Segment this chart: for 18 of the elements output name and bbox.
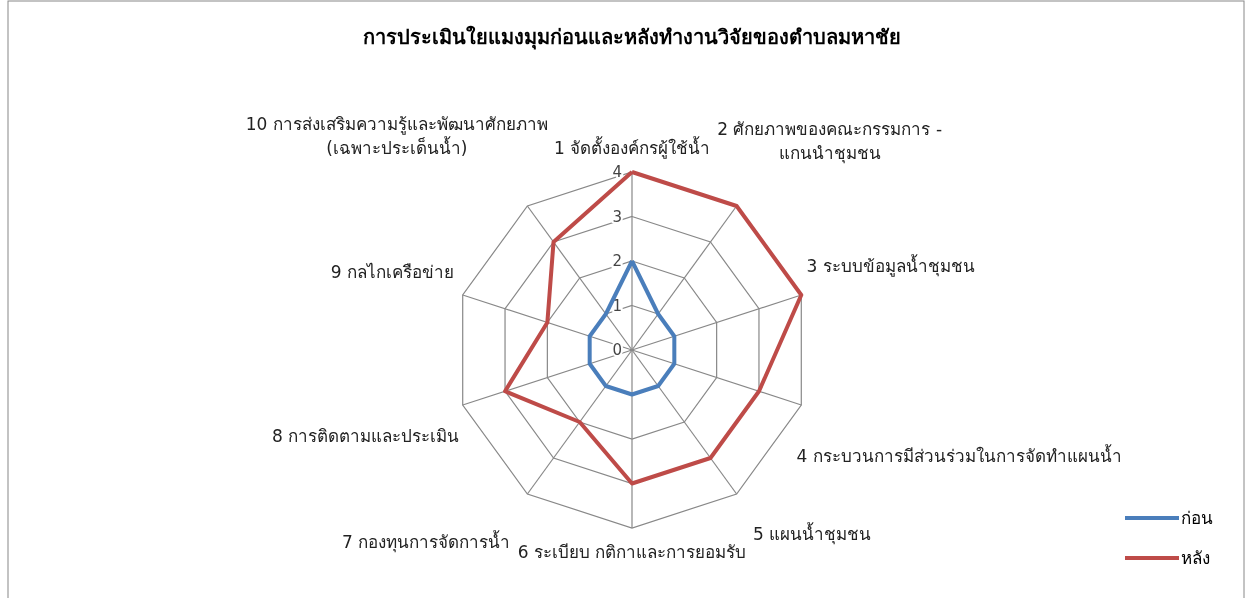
y-tick-label: 4 <box>612 163 622 182</box>
y-tick-label: 1 <box>612 296 622 315</box>
legend-label: หลัง <box>1181 547 1210 568</box>
chart-title: การประเมินใยแมงมุมก่อนและหลังทำงานวิจัยของตำบลมหาชัย <box>363 25 901 50</box>
spoke-label: 5 แผนน้ำชุมชน <box>752 522 872 546</box>
spoke-label: 4 กระบวนการมีส่วนร่วมในการจัดทำแผนน้ำ <box>796 444 1122 467</box>
y-tick-label: 0 <box>612 341 622 360</box>
spoke-label: 9 กลไกเครือข่าย <box>330 262 454 283</box>
spoke-label: 7 กองทุนการจัดการน้ำ <box>341 530 511 554</box>
spoke-label: 6 ระเบียบ กติกาและการยอมรับ <box>517 541 747 562</box>
y-tick-label: 3 <box>612 207 622 226</box>
y-tick-label: 2 <box>612 252 622 271</box>
spoke-label: 1 จัดตั้งองค์กรผู้ใช้น้ำ <box>553 135 711 159</box>
spoke-label: 10 การส่งเสริมความรู้และพัฒนาศักยภาพ (เฉพาะประเด็นน้ำ) <box>245 114 548 159</box>
spoke-label: 2 ศักยภาพของคณะกรรมการ - แกนนำชุมชน <box>717 119 943 165</box>
spoke-label: 3 ระบบข้อมูลน้ำชุมชน <box>806 253 975 277</box>
spoke-label: 8 การติดตามและประเมิน <box>272 426 460 447</box>
legend-label: ก่อน <box>1181 507 1213 528</box>
